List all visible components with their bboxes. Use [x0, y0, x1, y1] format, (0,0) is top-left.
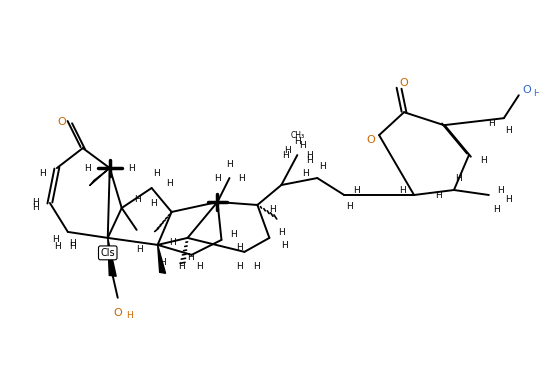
- Polygon shape: [157, 245, 165, 273]
- Text: H: H: [281, 241, 288, 250]
- Text: H: H: [52, 236, 59, 245]
- Text: H: H: [169, 238, 176, 247]
- Text: H: H: [269, 206, 276, 214]
- Text: O: O: [113, 308, 122, 318]
- Text: H: H: [253, 262, 260, 271]
- Text: H: H: [284, 145, 291, 154]
- Text: H: H: [136, 245, 143, 254]
- Text: H: H: [126, 311, 133, 320]
- Text: H: H: [54, 242, 61, 252]
- Text: CH₃: CH₃: [290, 131, 305, 140]
- Text: H: H: [488, 119, 495, 128]
- Text: H: H: [302, 168, 309, 177]
- Text: H: H: [85, 163, 91, 172]
- Polygon shape: [89, 168, 110, 186]
- Text: H: H: [32, 199, 39, 207]
- Text: H: H: [128, 163, 135, 172]
- Text: H: H: [159, 258, 166, 267]
- Text: H: H: [455, 174, 462, 183]
- Text: O: O: [522, 85, 531, 95]
- Text: H: H: [506, 126, 512, 135]
- Text: H: H: [238, 174, 245, 183]
- Text: H: H: [436, 190, 443, 200]
- Text: O: O: [400, 78, 409, 88]
- Text: H: H: [278, 229, 285, 238]
- Text: O: O: [367, 135, 376, 145]
- Text: H: H: [299, 141, 306, 150]
- Text: H: H: [306, 151, 313, 160]
- Text: H: H: [306, 156, 313, 165]
- Text: H: H: [70, 239, 76, 248]
- Text: H: H: [534, 89, 539, 98]
- Text: H: H: [153, 168, 160, 177]
- Text: Cls: Cls: [100, 248, 115, 258]
- Text: H: H: [319, 161, 326, 170]
- Text: H: H: [226, 160, 233, 168]
- Text: H: H: [187, 254, 194, 262]
- Text: H: H: [196, 262, 203, 271]
- Text: H: H: [353, 186, 360, 195]
- Polygon shape: [108, 238, 116, 276]
- Text: H: H: [134, 195, 141, 204]
- Text: H: H: [494, 206, 500, 214]
- Text: H: H: [236, 262, 243, 271]
- Text: H: H: [214, 174, 221, 183]
- Text: H: H: [294, 136, 301, 145]
- Text: O: O: [58, 117, 66, 127]
- Text: H: H: [230, 230, 237, 239]
- Text: H: H: [506, 195, 512, 204]
- Text: H: H: [282, 151, 289, 160]
- Text: H: H: [150, 199, 157, 209]
- Text: H: H: [399, 186, 405, 195]
- Text: H: H: [178, 262, 185, 271]
- Text: H: H: [166, 179, 173, 188]
- Text: H: H: [236, 243, 243, 252]
- Text: H: H: [346, 202, 353, 211]
- Text: H: H: [39, 168, 46, 177]
- Text: H: H: [32, 204, 39, 213]
- Text: H: H: [480, 156, 487, 165]
- Text: H: H: [70, 242, 76, 252]
- Text: H: H: [497, 186, 504, 195]
